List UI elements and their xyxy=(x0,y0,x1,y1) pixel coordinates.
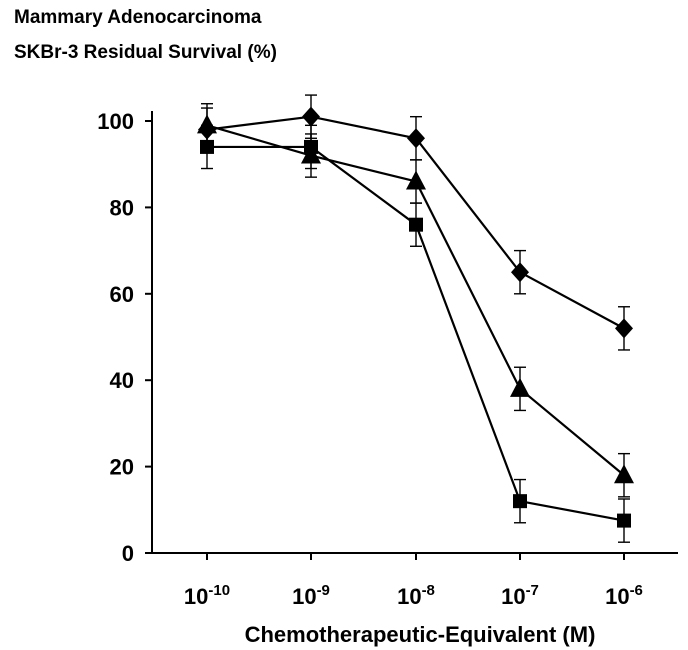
diamond-point xyxy=(407,128,425,149)
square-point xyxy=(200,139,214,154)
diamond-point xyxy=(615,318,633,339)
y-tick-label: 20 xyxy=(110,455,134,480)
triangle-point xyxy=(197,114,217,134)
y-tick-label: 40 xyxy=(110,368,134,393)
chart-title: Mammary Adenocarcinoma xyxy=(14,7,262,28)
x-tick-label: 10-6 xyxy=(605,582,643,609)
diamond-point xyxy=(302,106,320,127)
x-tick-label: 10-10 xyxy=(184,582,230,609)
diamond-point xyxy=(511,262,529,283)
y-tick-label: 60 xyxy=(110,282,134,307)
square-point xyxy=(513,494,527,509)
triangle-point xyxy=(406,170,426,190)
triangle-point xyxy=(510,377,530,397)
x-tick-label: 10-8 xyxy=(397,582,435,609)
y-tick-label: 80 xyxy=(110,195,134,220)
x-tick-label: 10-9 xyxy=(292,582,330,609)
square-point xyxy=(617,513,631,528)
x-axis-label: Chemotherapeutic-Equivalent (M) xyxy=(245,622,596,647)
square-point xyxy=(304,139,318,154)
y-tick-label: 100 xyxy=(97,109,134,134)
square-point xyxy=(409,217,423,232)
chart-subtitle: SKBr-3 Residual Survival (%) xyxy=(14,42,277,63)
triangle-point xyxy=(614,464,634,484)
y-tick-label: 0 xyxy=(122,541,134,566)
x-tick-label: 10-7 xyxy=(501,582,539,609)
